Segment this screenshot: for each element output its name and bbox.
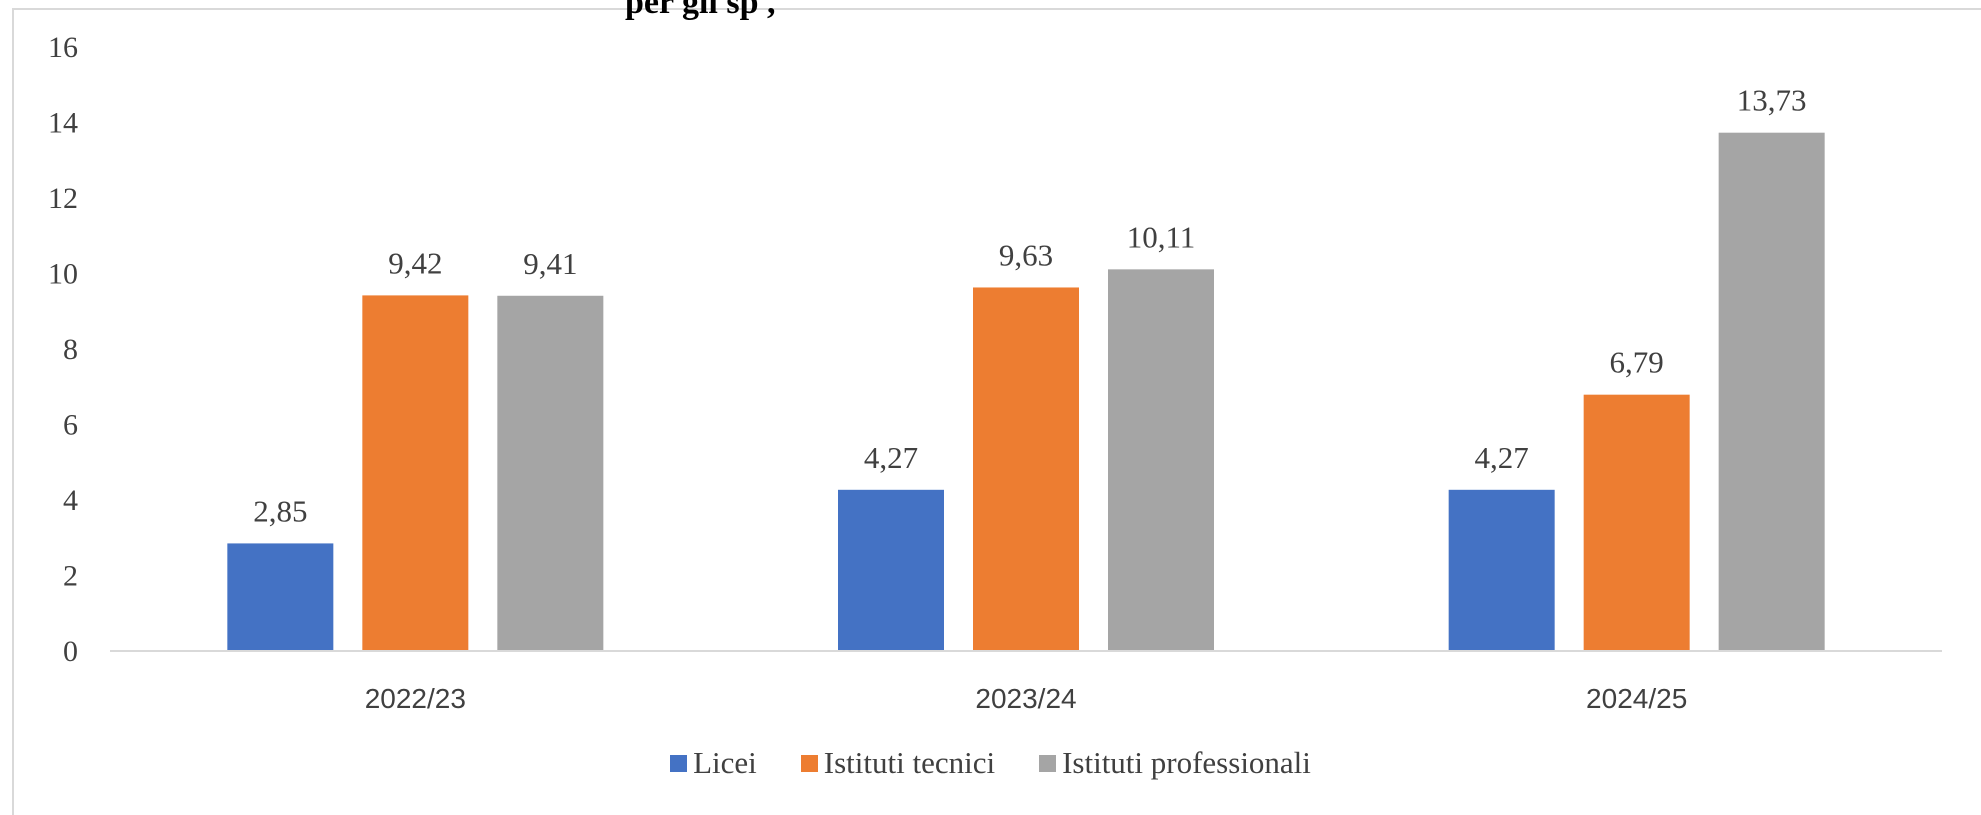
- chart-frame: [12, 8, 1981, 815]
- y-tick-label: 6: [63, 409, 78, 442]
- legend-label: Licei: [693, 745, 757, 780]
- bar: [1448, 489, 1555, 651]
- x-tick-label: 2023/24: [975, 683, 1076, 714]
- x-axis: 2022/23 2023/24 2024/25: [110, 650, 1942, 714]
- legend-label: Istituti tecnici: [823, 745, 996, 780]
- legend-item: Licei: [670, 745, 757, 781]
- legend-swatch: [800, 754, 818, 772]
- x-tick-label: 2022/23: [365, 683, 466, 714]
- bar-chart: 0 2 4 6 8 10 12 14 16 2,85 9,42 9,41 4,27 9,63 10,11 4…: [48, 31, 1942, 714]
- y-tick-label: 8: [63, 333, 78, 366]
- bar: [497, 295, 604, 651]
- bar: [973, 287, 1079, 651]
- data-label: 9,41: [523, 246, 577, 281]
- data-label: 4,27: [1475, 440, 1529, 475]
- bar: [362, 295, 469, 651]
- bar: [1718, 132, 1825, 651]
- y-axis: 0 2 4 6 8 10 12 14 16: [48, 31, 78, 668]
- legend-label: Istituti professionali: [1062, 745, 1311, 780]
- legend: Licei Istituti tecnici Istituti profession…: [0, 745, 1981, 781]
- y-tick-label: 12: [48, 182, 78, 215]
- data-label: 9,63: [999, 237, 1053, 272]
- bar: [1108, 269, 1214, 651]
- y-tick-label: 16: [48, 31, 78, 64]
- data-label: 2,85: [253, 493, 307, 528]
- y-tick-label: 10: [48, 258, 78, 291]
- bar: [227, 543, 334, 651]
- y-tick-label: 2: [63, 560, 78, 593]
- x-tick-label: 2024/25: [1586, 683, 1687, 714]
- bar: [1583, 394, 1690, 651]
- y-tick-label: 4: [63, 484, 78, 517]
- chart-title-fragment: per gli sp ,: [625, 0, 776, 21]
- legend-swatch: [1039, 754, 1057, 772]
- data-label: 10,11: [1127, 219, 1196, 254]
- y-tick-label: 0: [63, 635, 78, 668]
- bars: 2,85 9,42 9,41 4,27 9,63 10,11 4,27 6,79 13,73: [227, 83, 1825, 651]
- legend-swatch: [670, 754, 688, 772]
- data-label: 9,42: [388, 245, 442, 280]
- data-label: 6,79: [1610, 345, 1664, 380]
- data-label: 4,27: [864, 440, 918, 475]
- data-label: 13,73: [1737, 83, 1807, 118]
- y-tick-label: 14: [48, 107, 78, 140]
- bar: [838, 489, 944, 651]
- legend-item: Istituti tecnici: [800, 745, 996, 781]
- legend-item: Istituti professionali: [1039, 745, 1311, 781]
